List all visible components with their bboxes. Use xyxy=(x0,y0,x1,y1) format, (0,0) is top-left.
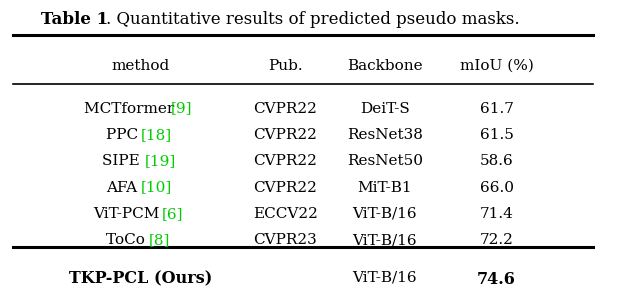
Text: CVPR22: CVPR22 xyxy=(253,181,317,195)
Text: 61.7: 61.7 xyxy=(480,102,514,116)
Text: SIPE: SIPE xyxy=(101,154,144,168)
Text: Pub.: Pub. xyxy=(268,59,302,73)
Text: ECCV22: ECCV22 xyxy=(253,207,318,221)
Text: 61.5: 61.5 xyxy=(480,128,514,142)
Text: ResNet50: ResNet50 xyxy=(347,154,423,168)
Text: MiT-B1: MiT-B1 xyxy=(358,181,412,195)
Text: DeiT-S: DeiT-S xyxy=(360,102,410,116)
Text: PPC: PPC xyxy=(106,128,143,142)
Text: MCTformer: MCTformer xyxy=(85,102,180,116)
Text: ViT-B/16: ViT-B/16 xyxy=(353,233,417,247)
Text: [6]: [6] xyxy=(162,207,183,221)
Text: 66.0: 66.0 xyxy=(480,181,514,195)
Text: 58.6: 58.6 xyxy=(480,154,514,168)
Text: Table 1: Table 1 xyxy=(40,11,108,28)
Text: 71.4: 71.4 xyxy=(480,207,514,221)
Text: CVPR23: CVPR23 xyxy=(253,233,317,247)
Text: [10]: [10] xyxy=(141,181,172,195)
Text: [19]: [19] xyxy=(144,154,176,168)
Text: Backbone: Backbone xyxy=(347,59,423,73)
Text: ViT-B/16: ViT-B/16 xyxy=(353,271,417,285)
Text: [8]: [8] xyxy=(149,233,170,247)
Text: . Quantitative results of predicted pseudo masks.: . Quantitative results of predicted pseu… xyxy=(106,11,520,28)
Text: 74.6: 74.6 xyxy=(477,271,516,288)
Text: CVPR22: CVPR22 xyxy=(253,102,317,116)
Text: 72.2: 72.2 xyxy=(480,233,514,247)
Text: method: method xyxy=(111,59,169,73)
Text: ViT-B/16: ViT-B/16 xyxy=(353,207,417,221)
Text: [18]: [18] xyxy=(141,128,172,142)
Text: mIoU (%): mIoU (%) xyxy=(460,59,534,73)
Text: CVPR22: CVPR22 xyxy=(253,154,317,168)
Text: ToCo: ToCo xyxy=(106,233,150,247)
Text: [9]: [9] xyxy=(170,102,192,116)
Text: AFA: AFA xyxy=(106,181,142,195)
Text: ViT-PCM: ViT-PCM xyxy=(93,207,164,221)
Text: CVPR22: CVPR22 xyxy=(253,128,317,142)
Text: TKP-PCL (Ours): TKP-PCL (Ours) xyxy=(68,271,212,288)
Text: ResNet38: ResNet38 xyxy=(347,128,423,142)
